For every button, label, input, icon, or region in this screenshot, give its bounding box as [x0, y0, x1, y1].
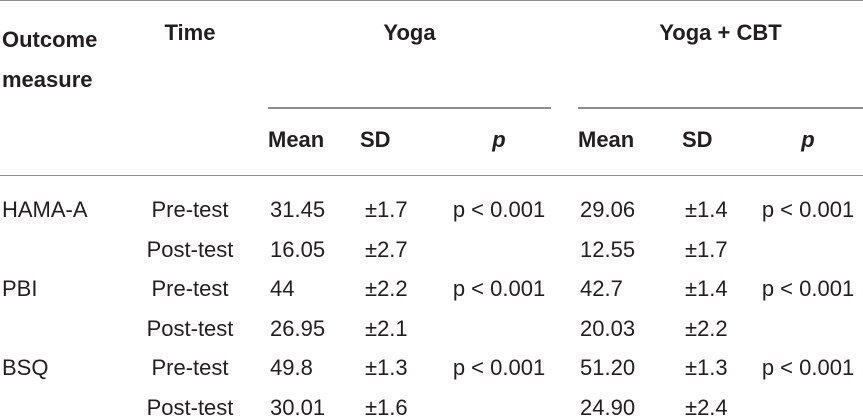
p-value-cell: p < 0.001 — [761, 276, 855, 301]
sd-cell: ±1.7 — [685, 236, 728, 262]
p-value-cell: p < 0.001 — [761, 355, 855, 380]
sd-cell: ±2.2 — [685, 315, 728, 341]
sd-cell: ±2.4 — [685, 394, 728, 417]
sd-cell: ±2.1 — [365, 315, 408, 341]
header-time: Time — [164, 20, 216, 45]
sd-cell: ±1.3 — [365, 355, 408, 380]
sd-cell: ±2.2 — [365, 276, 408, 301]
mean-cell: 24.90 — [580, 394, 636, 417]
mean-cell: 31.45 — [270, 197, 326, 222]
sd-cell: ±1.7 — [365, 197, 408, 222]
subheader: Mean — [268, 127, 325, 152]
sd-cell: ±2.7 — [365, 236, 408, 262]
measure-cell: PBI — [2, 276, 38, 301]
sd-cell: ±1.4 — [685, 197, 728, 222]
subheader: Mean — [578, 127, 635, 152]
sd-cell: ±1.6 — [365, 394, 408, 417]
time-cell: Pre-test — [151, 197, 229, 222]
mean-cell: 20.03 — [580, 315, 636, 341]
time-cell: Post-test — [146, 315, 234, 341]
subheader: SD — [360, 127, 391, 152]
sd-cell: ±1.4 — [685, 276, 728, 301]
mean-cell: 16.05 — [270, 236, 326, 262]
subheader: p — [492, 127, 506, 152]
mean-cell: 30.01 — [270, 394, 326, 417]
time-cell: Pre-test — [151, 355, 229, 380]
mean-cell: 26.95 — [270, 315, 326, 341]
mean-cell: 42.7 — [580, 276, 623, 301]
mean-cell: 44 — [270, 276, 295, 301]
measure-cell: HAMA-A — [2, 197, 88, 222]
mean-cell: 29.06 — [580, 197, 636, 222]
group-rule — [578, 107, 863, 109]
mean-cell: 12.55 — [580, 236, 636, 262]
p-value-cell: p < 0.001 — [452, 355, 546, 380]
top-rule — [0, 0, 863, 1]
subheader: p — [801, 127, 815, 152]
p-value-cell: p < 0.001 — [452, 276, 546, 301]
sd-cell: ±1.3 — [685, 355, 728, 380]
header-group: Yoga — [383, 20, 436, 45]
time-cell: Pre-test — [151, 276, 229, 301]
p-value-cell: p < 0.001 — [761, 197, 855, 222]
time-cell: Post-test — [146, 394, 234, 417]
header-group: Yoga + CBT — [659, 20, 782, 45]
header-measure: Outcome measure — [2, 27, 98, 92]
time-cell: Post-test — [146, 236, 234, 262]
mean-cell: 49.8 — [270, 355, 313, 380]
measure-cell: BSQ — [2, 355, 49, 380]
group-rule — [268, 107, 551, 109]
p-value-cell: p < 0.001 — [452, 197, 546, 222]
mean-cell: 51.20 — [580, 355, 636, 380]
subheader: SD — [682, 127, 713, 152]
header-rule — [0, 175, 863, 176]
